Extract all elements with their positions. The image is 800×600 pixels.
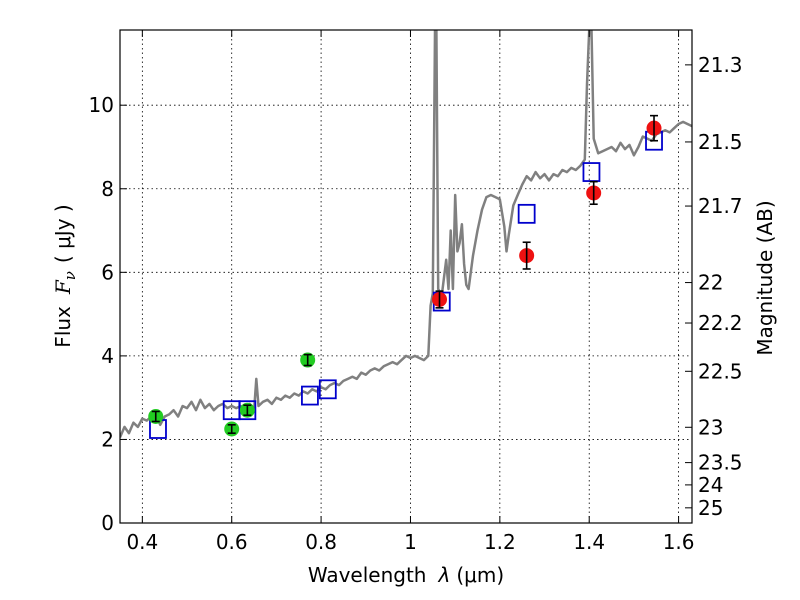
x-axis-label: Wavelength λ (μm) <box>308 563 504 587</box>
x-tick-label: 1.6 <box>663 530 695 554</box>
y-tick-label: 0 <box>101 511 114 535</box>
x-tick-label: 1 <box>404 530 417 554</box>
axis-ticks: 0.4 0.6 0.8 1 1.2 1.4 1.6024681021.321.521.722… <box>89 30 743 554</box>
x-tick-label: 1.2 <box>484 530 516 554</box>
right-tick-label: 21.3 <box>698 53 743 77</box>
y-tick-label: 6 <box>101 260 114 284</box>
y-tick-label: 10 <box>89 93 114 117</box>
y-tick-label: 2 <box>101 427 114 451</box>
model-square-marker <box>301 385 319 406</box>
y-axis-label: FluxFν( μJy ) <box>51 204 79 347</box>
x-tick-label: 0.4 <box>126 530 158 554</box>
right-tick-label: 22.2 <box>698 311 743 335</box>
model-square-marker <box>238 400 257 421</box>
right-tick-label: 24 <box>698 473 723 497</box>
right-tick-label: 21.5 <box>698 130 743 154</box>
right-tick-label: 23 <box>698 415 723 439</box>
model-square-marker <box>517 203 536 224</box>
y-tick-label: 4 <box>101 344 114 368</box>
plot-frame <box>119 29 693 524</box>
right-tick-label: 21.7 <box>698 194 743 218</box>
x-tick-label: 1.4 <box>573 530 605 554</box>
plot-area <box>120 30 692 439</box>
right-axis-label: Magnitude (AB) <box>753 200 777 355</box>
right-tick-label: 23.5 <box>698 451 743 475</box>
right-tick-label: 25 <box>698 496 723 520</box>
x-tick-label: 0.6 <box>216 530 248 554</box>
right-tick-label: 22 <box>698 271 723 295</box>
y-tick-label: 8 <box>101 177 114 201</box>
x-tick-label: 0.8 <box>305 530 337 554</box>
right-tick-label: 22.5 <box>698 359 743 383</box>
model-square-marker <box>318 379 337 400</box>
